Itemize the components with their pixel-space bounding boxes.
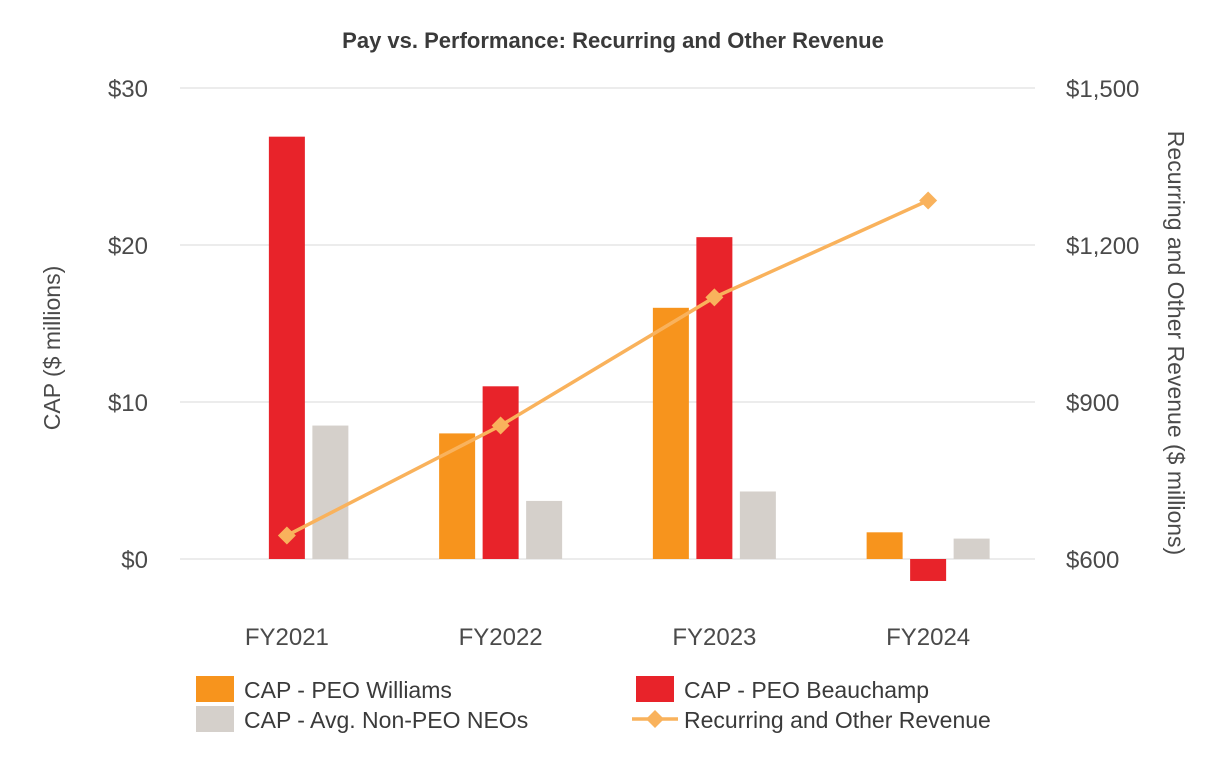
legend-swatch-cap-avg-non-peo-neos xyxy=(196,706,234,732)
bar-cap-peo-williams-fy2023 xyxy=(652,307,689,559)
x-tick-label: FY2023 xyxy=(672,624,756,651)
bar-cap-peo-williams-fy2022 xyxy=(439,433,476,559)
x-axis-ticks: FY2021 FY2022 FY2023 FY2024 xyxy=(245,624,970,651)
x-tick-label: FY2024 xyxy=(886,624,970,651)
revenue-marker-fy2024 xyxy=(919,191,938,210)
legend-swatch-cap-peo-beauchamp xyxy=(636,676,674,702)
y-tick-label: $30 xyxy=(108,76,148,103)
revenue-marker-fy2022 xyxy=(491,416,510,435)
x-tick-label: FY2021 xyxy=(245,624,329,651)
bar-cap-avg-non-peo-neos-fy2022 xyxy=(526,500,563,559)
revenue-marker-fy2023 xyxy=(705,288,724,307)
revenue-marker-fy2021 xyxy=(277,526,296,545)
revenue-line xyxy=(277,191,938,545)
bar-cap-avg-non-peo-neos-fy2021 xyxy=(312,425,349,559)
y2-axis-label: Recurring and Other Revenue ($ millions) xyxy=(1163,131,1189,555)
bar-cap-peo-williams-fy2024 xyxy=(866,532,903,559)
legend-swatch-cap-peo-williams xyxy=(196,676,234,702)
y-tick-label: $10 xyxy=(108,390,148,417)
left-axis-ticks: $0 $10 $20 $30 xyxy=(108,76,148,574)
bar-cap-peo-beauchamp-fy2022 xyxy=(482,386,519,559)
legend-marker-recurring-and-other-revenue xyxy=(646,710,664,728)
chart-title: Pay vs. Performance: Recurring and Other… xyxy=(342,28,884,53)
right-axis-ticks: $600 $900 $1,200 $1,500 xyxy=(1066,76,1139,574)
x-tick-label: FY2022 xyxy=(459,624,543,651)
legend: CAP - PEO Williams CAP - PEO Beauchamp CAP… xyxy=(196,676,991,733)
bars xyxy=(268,136,990,581)
gridlines xyxy=(180,87,1035,560)
bar-cap-peo-beauchamp-fy2021 xyxy=(268,136,305,560)
y2-tick-label: $900 xyxy=(1066,390,1119,417)
y-axis-label: CAP ($ millions) xyxy=(39,266,65,430)
bar-cap-avg-non-peo-neos-fy2023 xyxy=(739,491,776,559)
legend-label-cap-avg-non-peo-neos: CAP - Avg. Non-PEO NEOs xyxy=(244,707,528,733)
bar-cap-peo-beauchamp-fy2023 xyxy=(696,237,733,559)
y2-tick-label: $1,200 xyxy=(1066,233,1139,260)
legend-label-cap-peo-williams: CAP - PEO Williams xyxy=(244,677,452,703)
legend-label-cap-peo-beauchamp: CAP - PEO Beauchamp xyxy=(684,677,929,703)
y2-tick-label: $600 xyxy=(1066,547,1119,574)
y2-tick-label: $1,500 xyxy=(1066,76,1139,103)
bar-cap-avg-non-peo-neos-fy2024 xyxy=(953,538,990,559)
y-tick-label: $0 xyxy=(121,547,148,574)
y-tick-label: $20 xyxy=(108,233,148,260)
bar-cap-peo-beauchamp-fy2024 xyxy=(910,559,947,581)
revenue-line-path xyxy=(286,198,929,538)
legend-label-recurring-and-other-revenue: Recurring and Other Revenue xyxy=(684,707,991,733)
